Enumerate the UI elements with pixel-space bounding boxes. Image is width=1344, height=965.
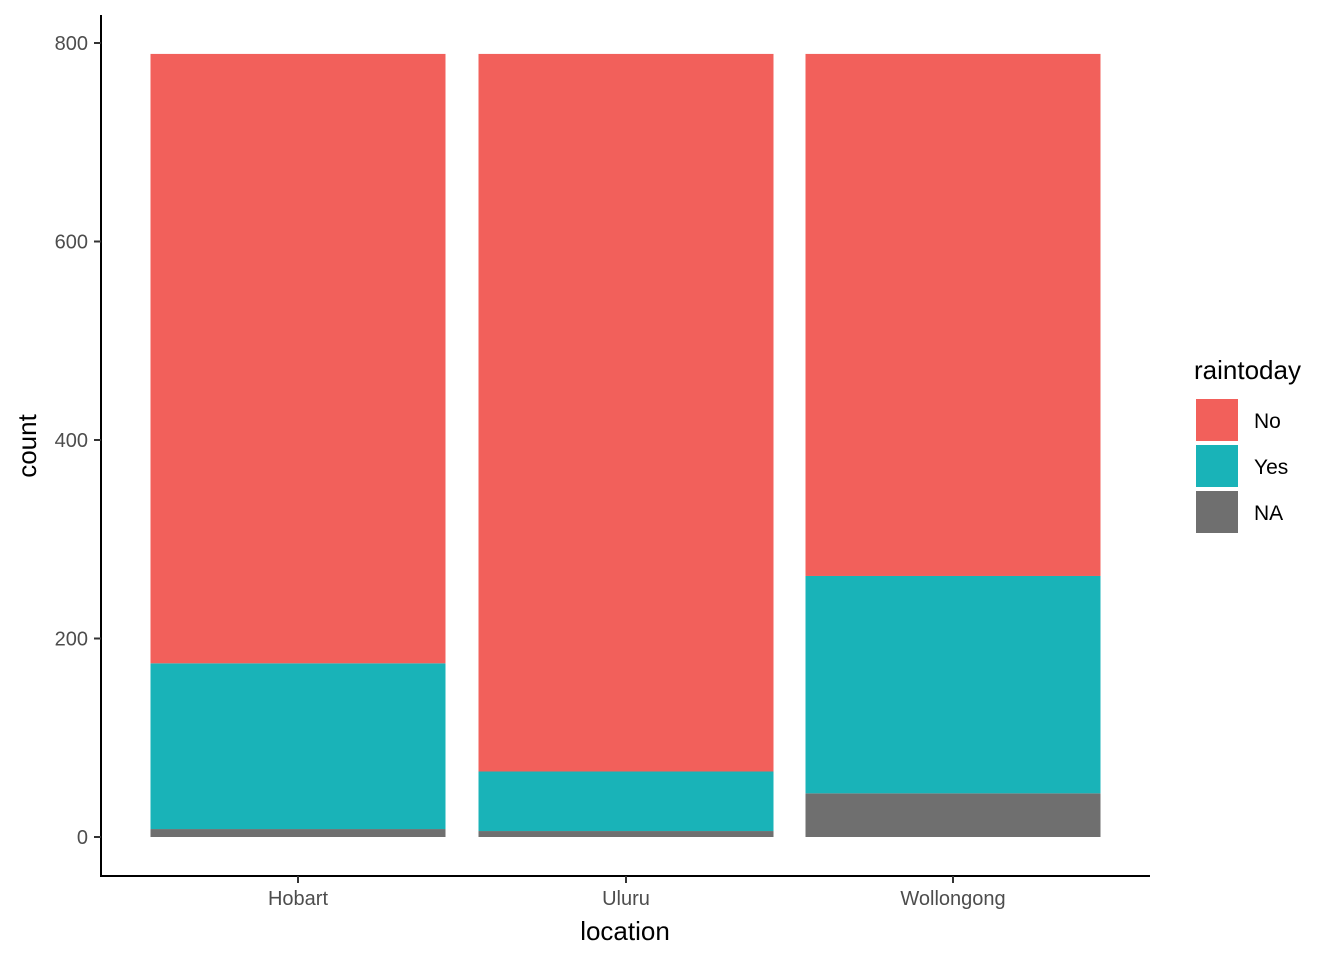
x-axis-title: location: [580, 916, 670, 946]
legend-label-yes: Yes: [1254, 456, 1288, 479]
legend-label-no: No: [1254, 410, 1281, 433]
y-tick-label-800: 800: [55, 33, 88, 55]
y-tick-label-400: 400: [55, 430, 88, 452]
x-tick-label-hobart: Hobart: [268, 888, 328, 910]
bar-yes-uluru: [478, 771, 774, 832]
bar-no-uluru: [478, 53, 774, 772]
bar-yes-wollongong: [805, 575, 1101, 794]
legend-swatch-no: [1196, 399, 1238, 441]
y-ticks-layer: 0 200 400 600 800: [55, 33, 101, 849]
legend-swatch-na: [1196, 491, 1238, 533]
y-tick-label-200: 200: [55, 629, 88, 651]
y-tick-label-600: 600: [55, 232, 88, 254]
bar-na-uluru: [478, 831, 774, 837]
legend-items: No Yes NA: [1196, 399, 1288, 533]
bar-na-hobart: [150, 829, 446, 837]
y-tick-label-0: 0: [77, 827, 88, 849]
bars-layer: [150, 53, 1101, 837]
bar-no-wollongong: [805, 53, 1101, 576]
bar-na-wollongong: [805, 793, 1101, 837]
legend-title: raintoday: [1194, 355, 1301, 385]
y-axis-title: count: [12, 413, 42, 477]
x-tick-label-uluru: Uluru: [602, 888, 650, 910]
bar-no-hobart: [150, 53, 446, 664]
x-ticks-layer: Hobart Uluru Wollongong: [268, 876, 1006, 910]
legend-label-na: NA: [1254, 502, 1283, 525]
legend-swatch-yes: [1196, 445, 1238, 487]
x-tick-label-wollongong: Wollongong: [900, 888, 1005, 910]
legend: raintoday No Yes NA: [1194, 355, 1301, 533]
bar-yes-hobart: [150, 663, 446, 830]
